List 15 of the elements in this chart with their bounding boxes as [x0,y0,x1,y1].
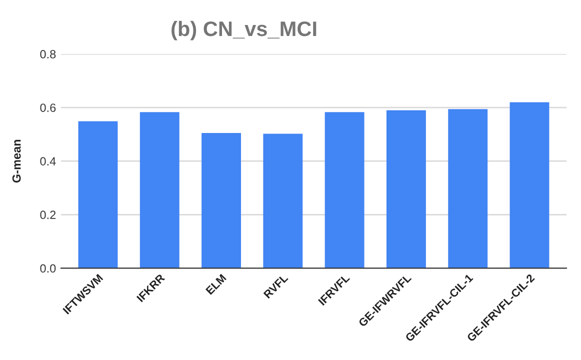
bar [510,102,550,268]
bar [448,109,488,268]
bar [78,121,118,268]
y-tick-label: 0.0 [40,264,56,273]
bar [386,110,426,268]
y-tick-label: 0.4 [40,157,56,166]
bar [202,132,241,268]
chart-title: (b) CN_vs_MCI [172,20,316,40]
bar [324,112,364,268]
y-tick-label: 0.6 [40,104,56,112]
y-axis-title: G-mean [12,140,21,183]
bar [263,134,303,268]
y-tick-label: 0.8 [40,50,56,58]
bar [140,112,180,268]
y-tick-label: 0.2 [40,210,56,220]
